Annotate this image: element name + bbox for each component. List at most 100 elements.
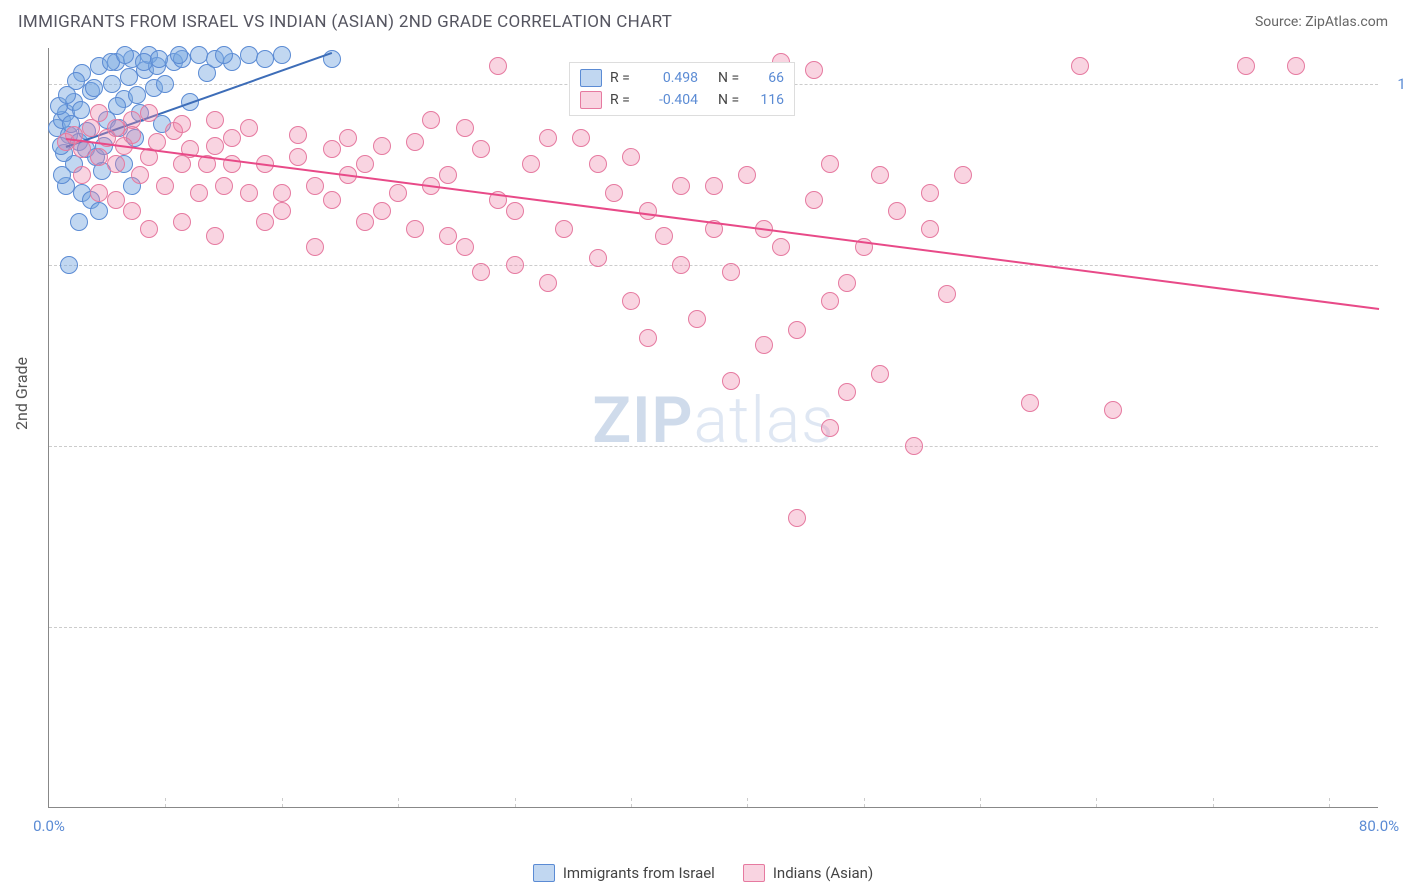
data-point-indian	[107, 119, 125, 137]
data-point-indian	[921, 220, 939, 238]
data-point-indian	[489, 57, 507, 75]
data-point-indian	[456, 119, 474, 137]
data-point-indian	[871, 166, 889, 184]
stats-swatch-indian	[580, 91, 602, 109]
x-minor-tick	[980, 798, 981, 807]
data-point-indian	[705, 177, 723, 195]
data-point-indian	[805, 191, 823, 209]
r-value-indian: -0.404	[642, 92, 698, 108]
data-point-israel	[70, 213, 88, 231]
data-point-indian	[289, 126, 307, 144]
data-point-indian	[439, 166, 457, 184]
data-point-indian	[871, 365, 889, 383]
data-point-indian	[555, 220, 573, 238]
data-point-israel	[108, 97, 126, 115]
data-point-indian	[539, 129, 557, 147]
data-point-indian	[289, 148, 307, 166]
data-point-indian	[206, 111, 224, 129]
data-point-indian	[622, 148, 640, 166]
data-point-indian	[938, 285, 956, 303]
data-point-indian	[206, 137, 224, 155]
stats-row-indian: R =-0.404N =116	[580, 89, 784, 111]
data-point-indian	[572, 129, 590, 147]
data-point-indian	[772, 238, 790, 256]
data-point-indian	[323, 191, 341, 209]
data-point-indian	[240, 184, 258, 202]
data-point-israel	[170, 46, 188, 64]
y-tick-label: 100.0%	[1397, 75, 1406, 93]
data-point-indian	[788, 509, 806, 527]
data-point-indian	[306, 177, 324, 195]
data-point-indian	[954, 166, 972, 184]
data-point-indian	[173, 213, 191, 231]
source-name: ZipAtlas.com	[1305, 14, 1388, 30]
data-point-indian	[389, 184, 407, 202]
data-point-indian	[273, 202, 291, 220]
data-point-indian	[256, 213, 274, 231]
data-point-indian	[905, 437, 923, 455]
data-point-indian	[788, 321, 806, 339]
data-point-indian	[738, 166, 756, 184]
data-point-indian	[123, 111, 141, 129]
data-point-israel	[85, 79, 103, 97]
data-point-indian	[522, 155, 540, 173]
legend-label-indian: Indians (Asian)	[773, 864, 873, 882]
data-point-israel	[90, 202, 108, 220]
x-minor-tick	[515, 798, 516, 807]
r-label: R =	[610, 92, 634, 108]
data-point-indian	[672, 177, 690, 195]
r-label: R =	[610, 70, 634, 86]
data-point-indian	[1237, 57, 1255, 75]
data-point-indian	[821, 155, 839, 173]
data-point-israel	[156, 75, 174, 93]
gridline-h	[49, 446, 1378, 447]
stats-swatch-israel	[580, 69, 602, 87]
data-point-indian	[90, 148, 108, 166]
data-point-indian	[190, 184, 208, 202]
data-point-indian	[639, 202, 657, 220]
data-point-indian	[888, 202, 906, 220]
stats-legend-box: R =0.498N =66R =-0.404N =116	[569, 62, 795, 116]
data-point-indian	[240, 119, 258, 137]
legend-label-israel: Immigrants from Israel	[563, 864, 715, 882]
data-point-indian	[273, 184, 291, 202]
data-point-indian	[838, 274, 856, 292]
data-point-indian	[73, 166, 91, 184]
data-point-indian	[107, 155, 125, 173]
x-minor-tick	[1329, 798, 1330, 807]
scatter-plot-area: ZIPatlas 85.0%90.0%95.0%100.0%0.0%80.0%R…	[48, 48, 1378, 808]
data-point-indian	[755, 336, 773, 354]
source-attribution: Source: ZipAtlas.com	[1255, 14, 1388, 30]
data-point-indian	[722, 263, 740, 281]
data-point-indian	[722, 372, 740, 390]
x-tick-label: 0.0%	[33, 817, 65, 835]
data-point-indian	[215, 177, 233, 195]
gridline-h	[49, 265, 1378, 266]
data-point-indian	[306, 238, 324, 256]
legend-item-israel: Immigrants from Israel	[533, 864, 715, 882]
data-point-indian	[373, 202, 391, 220]
data-point-indian	[140, 104, 158, 122]
data-point-indian	[688, 310, 706, 328]
data-point-indian	[90, 184, 108, 202]
data-point-israel	[116, 46, 134, 64]
data-point-indian	[838, 383, 856, 401]
n-label: N =	[718, 92, 742, 108]
data-point-indian	[456, 238, 474, 256]
x-minor-tick	[864, 798, 865, 807]
data-point-indian	[356, 213, 374, 231]
data-point-israel	[72, 101, 90, 119]
data-point-indian	[1287, 57, 1305, 75]
data-point-indian	[223, 129, 241, 147]
data-point-israel	[215, 46, 233, 64]
data-point-israel	[120, 68, 138, 86]
data-point-indian	[123, 202, 141, 220]
data-point-indian	[406, 220, 424, 238]
data-point-israel	[240, 46, 258, 64]
data-point-indian	[323, 140, 341, 158]
y-axis-title: 2nd Grade	[12, 357, 31, 430]
x-minor-tick	[1213, 798, 1214, 807]
stats-row-israel: R =0.498N =66	[580, 67, 784, 89]
data-point-indian	[223, 155, 241, 173]
data-point-indian	[140, 220, 158, 238]
